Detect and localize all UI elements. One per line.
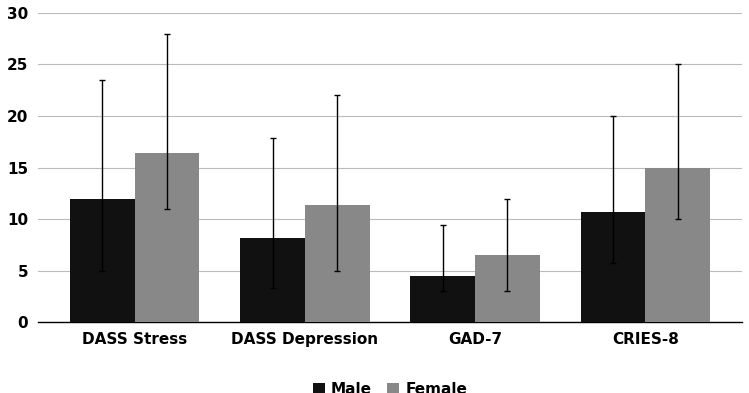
Bar <box>70 198 135 322</box>
Legend: Male, Female: Male, Female <box>306 376 473 393</box>
Bar <box>135 153 199 322</box>
Bar <box>646 167 710 322</box>
Bar <box>305 205 369 322</box>
Bar <box>410 276 475 322</box>
Bar <box>240 238 305 322</box>
Bar <box>580 212 646 322</box>
Bar <box>475 255 540 322</box>
